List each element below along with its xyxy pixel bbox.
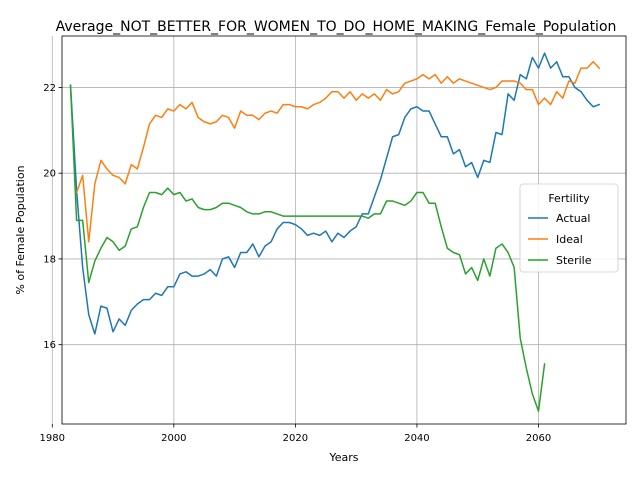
series-line-sterile [69,84,546,412]
y-tick-label: 18 [43,254,56,265]
legend-label-actual: Actual [556,212,590,225]
series-line-actual [69,52,601,335]
x-tick-label: 2020 [283,433,308,444]
y-tick-label: 16 [43,340,56,351]
legend-label-ideal: Ideal [556,233,583,246]
legend-box [519,183,619,273]
series-layer [69,52,601,412]
legend-title: Fertility [548,192,590,205]
x-tick-label: 2060 [526,433,551,444]
y-tick-label: 22 [43,83,56,94]
legend: Fertility Actual Ideal Sterile [519,183,619,273]
plot-frame [61,35,627,425]
x-tick-label: 2040 [404,433,429,444]
chart-title: Average_NOT_BETTER_FOR_WOMEN_TO_DO_HOME_… [56,19,617,35]
x-tick-label: 2000 [161,433,186,444]
legend-label-sterile: Sterile [556,254,592,267]
y-axis-label: % of Female Population [14,165,27,294]
x-axis-label: Years [328,451,358,464]
series-line-ideal [75,60,601,243]
axis-ticks: 1980 2000 2020 2040 2060 16 18 20 22 [40,83,552,444]
x-tick-label: 1980 [40,433,65,444]
y-tick-label: 20 [43,169,56,180]
